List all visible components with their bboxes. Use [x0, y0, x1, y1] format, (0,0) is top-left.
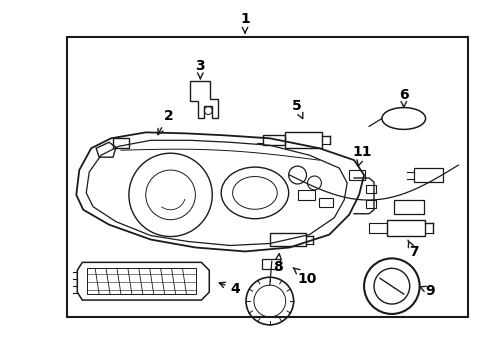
Text: 2: 2: [158, 108, 173, 135]
Bar: [366, 185, 375, 193]
Bar: [262, 260, 279, 269]
Bar: [67, 37, 468, 317]
Bar: [368, 223, 386, 233]
Text: 8: 8: [272, 254, 282, 274]
Text: 4: 4: [219, 282, 240, 296]
Text: 9: 9: [419, 284, 434, 298]
Bar: [269, 233, 305, 247]
Text: 3: 3: [195, 59, 205, 79]
Text: 1: 1: [240, 12, 249, 33]
Bar: [319, 198, 333, 207]
Text: 11: 11: [352, 145, 371, 166]
Bar: [297, 190, 315, 200]
Bar: [284, 132, 322, 148]
Bar: [366, 200, 375, 208]
Bar: [113, 138, 129, 148]
Bar: [393, 200, 423, 214]
Bar: [348, 170, 365, 180]
Bar: [386, 220, 424, 235]
Bar: [413, 168, 443, 182]
Text: 6: 6: [398, 88, 408, 108]
Bar: [87, 268, 196, 294]
Text: 5: 5: [291, 99, 302, 119]
Bar: [263, 135, 284, 145]
Text: 10: 10: [292, 268, 317, 286]
Text: 7: 7: [407, 240, 418, 260]
